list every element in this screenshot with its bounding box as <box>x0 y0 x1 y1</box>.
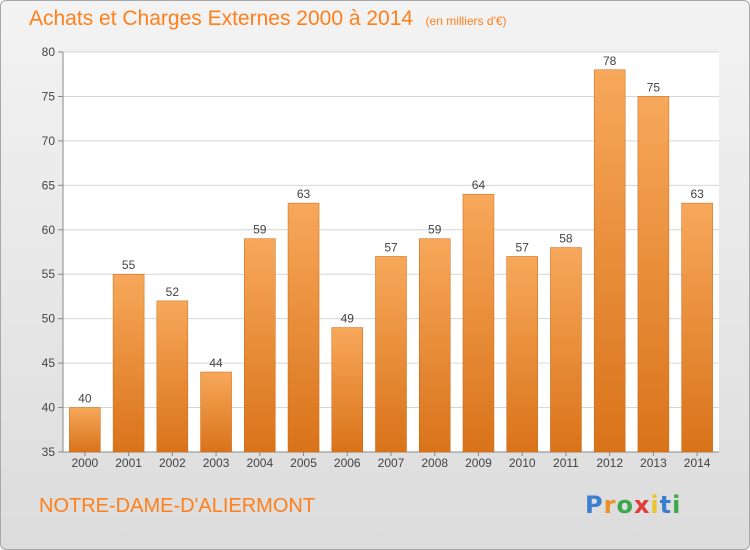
logo-letter: i <box>650 491 660 519</box>
bar-value-label: 52 <box>166 285 180 299</box>
bar <box>287 202 320 453</box>
bar-value-label: 59 <box>253 223 267 237</box>
x-tick-label: 2011 <box>553 456 579 470</box>
y-tick-label: 80 <box>42 45 56 59</box>
x-tick-label: 2007 <box>378 456 405 470</box>
logo-letter: i <box>672 491 682 519</box>
x-tick-label: 2001 <box>115 456 142 470</box>
y-tick-label: 60 <box>42 223 56 237</box>
bar <box>418 238 451 453</box>
bar-value-label: 40 <box>78 392 92 406</box>
bar <box>156 300 189 453</box>
x-tick-label: 2006 <box>334 456 361 470</box>
bar <box>506 256 538 453</box>
bar-value-label: 63 <box>297 187 311 201</box>
x-tick-label: 2003 <box>203 456 230 470</box>
bar <box>462 193 495 453</box>
x-tick-label: 2002 <box>159 456 186 470</box>
logo-letter: P <box>585 491 604 519</box>
bar <box>550 247 582 453</box>
y-tick-label: 45 <box>42 356 56 370</box>
bar <box>375 256 407 453</box>
chart-title-group: Achats et Charges Externes 2000 à 2014 (… <box>29 7 507 31</box>
bar <box>244 238 276 453</box>
bar <box>593 69 626 453</box>
bar-value-label: 44 <box>209 356 223 370</box>
bar-value-label: 58 <box>559 232 573 246</box>
bar-value-label: 64 <box>472 178 486 192</box>
x-tick-label: 2012 <box>596 456 623 470</box>
x-tick-label: 2000 <box>72 456 99 470</box>
logo-letter: r <box>603 491 617 519</box>
bar <box>681 202 713 453</box>
bar-value-label: 63 <box>690 187 704 201</box>
bar-value-label: 78 <box>603 54 617 68</box>
bar-value-label: 57 <box>384 240 398 254</box>
y-tick-label: 70 <box>42 134 56 148</box>
y-tick-label: 55 <box>42 267 56 281</box>
proxiti-logo: Proxiti <box>585 491 681 519</box>
y-tick-label: 50 <box>42 312 56 326</box>
logo-letter: t <box>659 491 673 519</box>
x-tick-label: 2004 <box>246 456 273 470</box>
logo-letter: x <box>633 491 651 519</box>
bar-value-label: 57 <box>516 240 530 254</box>
bar-value-label: 75 <box>647 80 661 94</box>
logo-letter: o <box>616 491 634 519</box>
y-tick-label: 75 <box>42 89 56 103</box>
chart-subtitle: (en milliers d'€) <box>425 14 507 28</box>
y-tick-label: 65 <box>42 178 56 192</box>
bar <box>200 371 232 453</box>
x-tick-label: 2013 <box>640 456 667 470</box>
chart-title: Achats et Charges Externes 2000 à 2014 <box>29 7 414 30</box>
bar-value-label: 55 <box>122 258 136 272</box>
bar <box>112 273 145 453</box>
bar <box>69 407 101 453</box>
x-tick-label: 2005 <box>290 456 317 470</box>
y-tick-label: 35 <box>42 445 56 459</box>
y-tick-label: 40 <box>42 401 56 415</box>
commune-name: NOTRE-DAME-D'ALIERMONT <box>39 495 316 517</box>
x-tick-label: 2008 <box>421 456 448 470</box>
x-tick-label: 2014 <box>684 456 711 470</box>
bar-value-label: 59 <box>428 223 442 237</box>
x-tick-label: 2010 <box>509 456 536 470</box>
bar <box>331 327 364 453</box>
x-tick-label: 2009 <box>465 456 492 470</box>
bar <box>637 96 670 453</box>
bar-value-label: 49 <box>341 312 355 326</box>
